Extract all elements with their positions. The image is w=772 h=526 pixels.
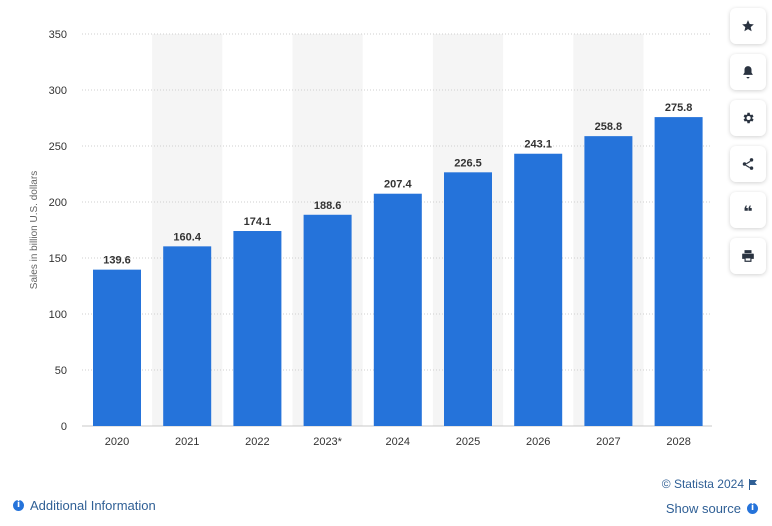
data-label: 226.5 <box>454 157 482 169</box>
bar[interactable] <box>584 136 633 427</box>
bell-icon <box>743 66 753 79</box>
y-tick-label: 300 <box>49 85 67 97</box>
data-label: 188.6 <box>314 200 342 212</box>
x-tick-label: 2022 <box>245 436 269 448</box>
y-tick-label: 150 <box>49 253 67 265</box>
print-icon <box>742 250 754 262</box>
y-tick-label: 250 <box>49 141 67 153</box>
gear-icon <box>743 112 754 124</box>
chart-toolbar: ❝ <box>730 8 766 274</box>
x-tick-label: 2020 <box>105 436 129 448</box>
favorite-button[interactable] <box>730 8 766 44</box>
print-button[interactable] <box>730 238 766 274</box>
info-icon: i <box>13 500 24 511</box>
bar[interactable] <box>514 153 563 426</box>
data-label: 243.1 <box>524 139 552 151</box>
additional-information-link[interactable]: i Additional Information <box>13 498 156 513</box>
copyright-link[interactable]: © Statista 2024 <box>661 477 744 491</box>
bar[interactable] <box>373 193 422 426</box>
y-tick-label: 100 <box>49 309 67 321</box>
bar[interactable] <box>654 117 703 426</box>
quote-icon: ❝ <box>743 202 753 221</box>
flag-icon[interactable] <box>748 478 758 490</box>
x-tick-label: 2026 <box>526 436 550 448</box>
y-tick-label: 0 <box>61 421 67 433</box>
y-tick-label: 200 <box>49 197 67 209</box>
bar[interactable] <box>233 231 282 426</box>
y-tick-label: 350 <box>49 29 67 41</box>
bar[interactable] <box>444 172 492 426</box>
data-label: 207.4 <box>384 179 412 191</box>
data-label: 160.4 <box>173 231 201 243</box>
y-axis-label: Sales in billion U.S. dollars <box>29 171 40 289</box>
x-tick-label: 2024 <box>386 436 410 448</box>
share-icon <box>742 158 754 170</box>
info-icon: i <box>747 502 758 514</box>
x-tick-label: 2028 <box>666 436 690 448</box>
x-tick-label: 2027 <box>596 436 620 448</box>
show-source-link[interactable]: Show source i <box>662 499 758 517</box>
star-icon <box>742 20 754 32</box>
notification-button[interactable] <box>730 54 766 90</box>
data-label: 258.8 <box>595 121 623 133</box>
share-button[interactable] <box>730 146 766 182</box>
settings-button[interactable] <box>730 100 766 136</box>
x-tick-label: 2025 <box>456 436 480 448</box>
data-label: 139.6 <box>103 255 131 267</box>
bar[interactable] <box>163 246 212 426</box>
footer-right: © Statista 2024 Show source i <box>662 476 758 517</box>
bar[interactable] <box>93 269 141 426</box>
x-tick-label: 2023* <box>313 436 342 448</box>
bar[interactable] <box>303 214 352 426</box>
x-tick-label: 2021 <box>175 436 199 448</box>
show-source-label: Show source <box>665 500 741 516</box>
data-label: 174.1 <box>244 216 272 228</box>
additional-information-label: Additional Information <box>30 498 156 513</box>
data-label: 275.8 <box>665 102 693 114</box>
y-tick-label: 50 <box>55 365 67 377</box>
cite-button[interactable]: ❝ <box>730 192 766 228</box>
